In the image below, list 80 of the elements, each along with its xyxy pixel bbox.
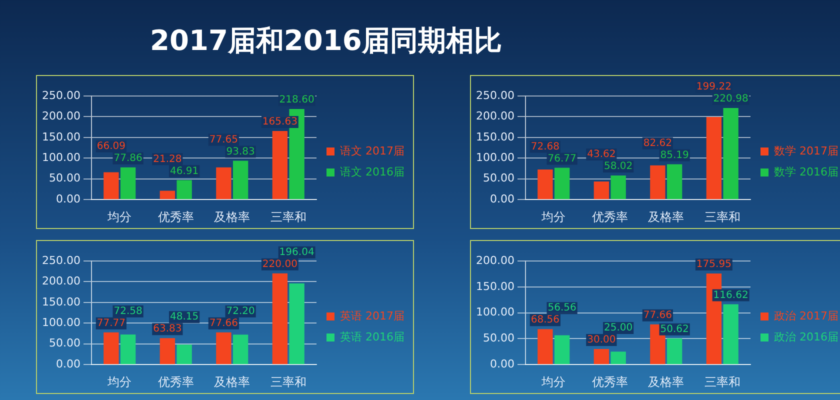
x-tick-label: 三率和 [704,374,740,389]
x-tick-label: 优秀率 [592,374,628,389]
data-label: 56.56 [548,302,576,314]
data-label: 196.04 [279,247,314,258]
y-tick-label: 250.00 [476,88,514,102]
y-tick-label: 150.00 [42,130,80,144]
y-tick-label: 100.00 [476,151,514,164]
data-label: 46.91 [170,166,199,177]
data-label: 72.20 [226,306,255,318]
data-label: 72.68 [530,141,560,152]
x-tick-label: 三率和 [270,210,306,224]
data-label: 85.19 [660,150,689,161]
x-tick-label: 均分 [540,210,566,224]
legend-label: 政治 2017届 [774,309,838,322]
data-label: 199.22 [696,82,732,93]
y-tick-label: 150.00 [476,130,514,144]
y-tick-label: 0.00 [490,357,514,370]
legend-label: 语文 2017届 [340,144,404,158]
legend-label: 数学 2016届 [774,165,838,178]
data-label: 77.77 [96,318,126,329]
data-label: 58.02 [604,161,633,172]
data-label: 72.58 [114,306,142,317]
y-tick-label: 100.00 [476,306,514,319]
data-label: 21.28 [153,154,182,165]
data-label: 76.77 [548,153,576,164]
data-label: 220.00 [262,259,298,270]
x-tick-label: 优秀率 [158,210,194,224]
data-label: 25.00 [604,322,633,334]
y-tick-label: 250.00 [42,254,80,267]
x-tick-label: 优秀率 [592,210,628,224]
data-label: 77.86 [114,152,142,164]
y-tick-label: 150.00 [476,280,514,293]
data-label: 77.66 [643,310,672,321]
data-label: 220.98 [713,94,748,105]
data-label: 93.83 [226,146,255,158]
x-tick-label: 三率和 [270,374,306,389]
data-label: 77.66 [209,318,238,330]
data-label: 77.65 [209,134,238,146]
y-tick-label: 250.00 [42,88,80,102]
y-tick-label: 50.00 [48,172,80,185]
data-label: 43.62 [587,149,616,160]
legend-label: 政治 2016届 [774,330,838,344]
y-tick-label: 100.00 [42,316,80,330]
legend-label: 英语 2017届 [340,309,404,322]
legend-label: 数学 2017届 [774,144,838,158]
y-tick-label: 100.00 [42,151,80,164]
y-tick-label: 200.00 [42,110,80,123]
y-tick-label: 200.00 [42,274,80,288]
data-label: 218.60 [279,94,314,106]
x-tick-label: 均分 [106,374,132,389]
x-tick-label: 及格率 [648,374,684,389]
x-tick-label: 均分 [540,374,566,389]
data-label: 68.56 [530,314,560,326]
y-tick-label: 200.00 [476,254,514,267]
data-label: 82.62 [643,138,672,149]
legend-label: 英语 2016届 [340,330,404,344]
y-tick-label: 50.00 [482,332,514,345]
data-label: 30.00 [587,334,616,346]
data-label: 116.62 [713,290,748,301]
y-tick-label: 50.00 [48,336,80,350]
x-tick-label: 三率和 [704,210,740,224]
x-tick-label: 均分 [106,210,132,224]
data-label: 48.15 [170,312,199,323]
x-tick-label: 及格率 [214,210,250,224]
x-tick-label: 及格率 [214,374,250,389]
data-label: 50.62 [660,324,689,335]
data-label: 66.09 [96,140,126,152]
y-tick-label: 0.00 [56,357,80,370]
x-tick-label: 优秀率 [158,374,194,389]
x-tick-label: 及格率 [648,210,684,224]
y-tick-label: 0.00 [490,192,514,206]
chart-title: 2017届和2016届同期相比 [150,23,502,59]
y-tick-label: 200.00 [476,110,514,123]
legend-label: 语文 2016届 [340,165,404,178]
y-tick-label: 0.00 [56,192,80,206]
y-tick-label: 50.00 [482,172,514,185]
data-label: 175.95 [696,259,732,270]
data-label: 63.83 [153,324,182,335]
data-label: 165.63 [262,116,298,128]
y-tick-label: 150.00 [42,295,80,308]
